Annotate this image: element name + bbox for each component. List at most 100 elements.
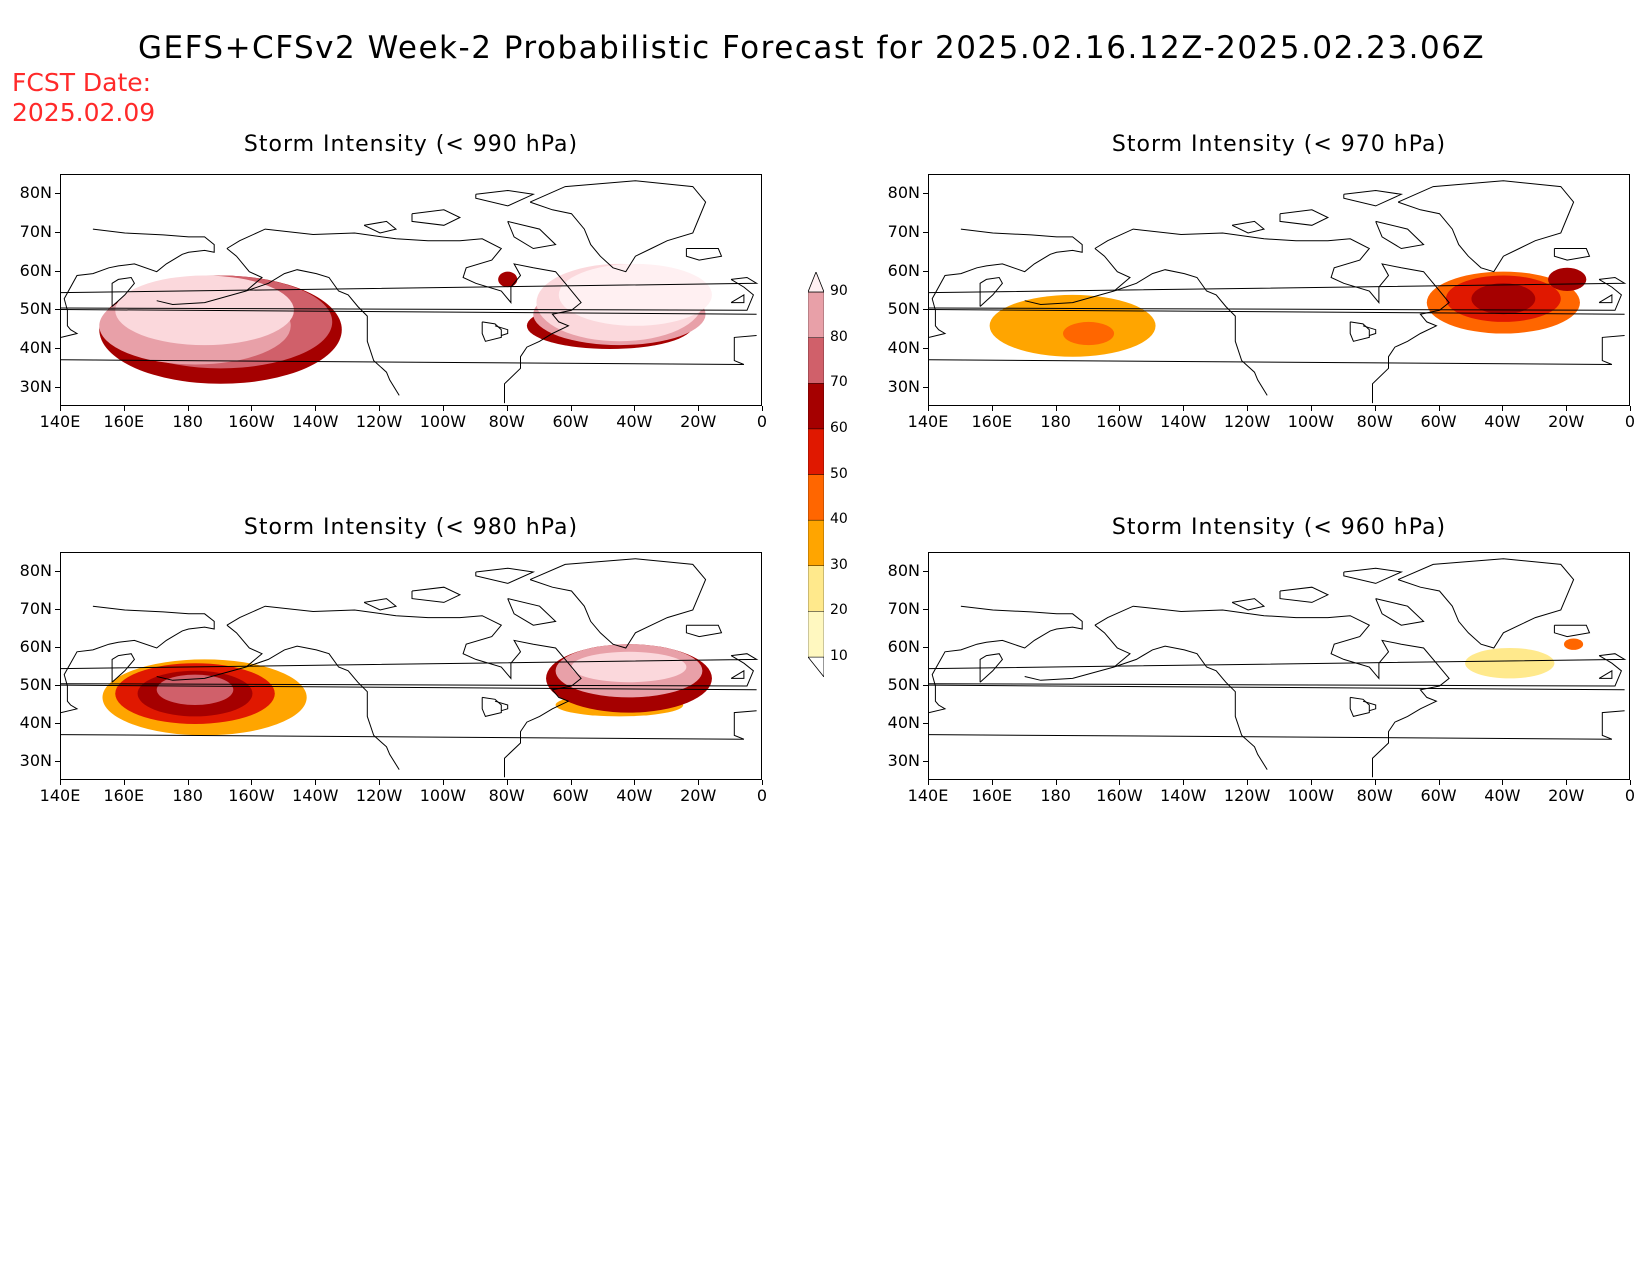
lon-tick bbox=[60, 780, 61, 785]
lon-tick bbox=[762, 780, 763, 785]
lon-tick-label: 0 bbox=[756, 412, 768, 431]
lon-tick bbox=[1566, 780, 1568, 785]
lon-tick bbox=[442, 406, 444, 411]
coastline bbox=[979, 653, 1004, 683]
lat-tick-label: 60N bbox=[19, 260, 52, 280]
lat-tick-label: 70N bbox=[887, 599, 920, 618]
lon-tick bbox=[1630, 780, 1631, 785]
lat-tick bbox=[923, 386, 928, 388]
colorbar-bin bbox=[808, 428, 824, 475]
lon-tick bbox=[379, 406, 381, 411]
colorbar-bin bbox=[808, 565, 824, 612]
lon-tick-label: 160W bbox=[1096, 786, 1143, 805]
colorbar-tick-label: 70 bbox=[830, 374, 848, 391]
coastline bbox=[156, 290, 247, 306]
lon-tick-label: 0 bbox=[1624, 412, 1636, 431]
lon-tick bbox=[1502, 780, 1504, 785]
colorbar-tick-label: 40 bbox=[830, 511, 848, 528]
map-canvas bbox=[929, 558, 1627, 778]
lon-tick-label: 80W bbox=[1356, 786, 1393, 805]
coastline bbox=[61, 653, 759, 687]
lon-tick-label: 160E bbox=[971, 412, 1013, 431]
coastline bbox=[1553, 624, 1591, 638]
lon-tick-label: 0 bbox=[1624, 786, 1636, 805]
lon-tick bbox=[506, 780, 508, 785]
lon-tick bbox=[1183, 406, 1185, 411]
colorbar-bin bbox=[808, 291, 824, 338]
lon-tick-label: 140E bbox=[39, 412, 81, 431]
lat-tick bbox=[55, 348, 60, 349]
coastline bbox=[929, 684, 1625, 691]
lon-tick-label: 100W bbox=[1287, 786, 1335, 805]
lat-tick bbox=[923, 685, 928, 686]
lat-tick-label: 50N bbox=[19, 299, 52, 319]
lat-tick-label: 30N bbox=[19, 751, 52, 770]
coastline bbox=[411, 586, 462, 603]
lat-tick bbox=[923, 348, 928, 349]
lat-tick-label: 60N bbox=[19, 637, 52, 656]
coastline bbox=[156, 666, 247, 681]
coastline bbox=[1349, 696, 1370, 717]
lon-tick-label: 140W bbox=[292, 412, 339, 431]
lon-tick-label: 160W bbox=[228, 786, 275, 805]
coastline bbox=[1375, 220, 1425, 250]
lat-tick bbox=[923, 309, 928, 311]
lon-tick bbox=[1374, 406, 1376, 411]
lon-tick-label: 40W bbox=[1484, 786, 1521, 805]
lon-tick bbox=[698, 406, 700, 411]
lon-tick-label: 160W bbox=[228, 412, 275, 431]
lon-tick bbox=[187, 780, 189, 785]
lat-tick bbox=[923, 723, 928, 724]
coastline bbox=[929, 605, 1083, 714]
coastline bbox=[226, 624, 400, 770]
lon-tick-label: 40W bbox=[616, 786, 653, 805]
lon-tick bbox=[634, 406, 636, 411]
lat-tick-label: 40N bbox=[19, 338, 52, 357]
lon-tick-label: 60W bbox=[552, 786, 589, 805]
coastline bbox=[529, 558, 707, 649]
coastline bbox=[1094, 248, 1268, 396]
coastline bbox=[411, 209, 462, 226]
lat-tick bbox=[55, 386, 60, 388]
probability-area bbox=[1063, 321, 1115, 346]
lon-tick-label: 100W bbox=[419, 412, 467, 431]
lon-tick-label: 20W bbox=[680, 412, 717, 431]
coastline bbox=[475, 189, 536, 207]
probability-area bbox=[156, 674, 234, 705]
lon-tick-label: 140W bbox=[1160, 786, 1207, 805]
lon-tick bbox=[1374, 780, 1376, 785]
lon-tick-label: 140W bbox=[1160, 412, 1207, 431]
lon-tick bbox=[1183, 780, 1185, 785]
lon-tick-label: 160W bbox=[1096, 412, 1143, 431]
coastline bbox=[226, 248, 400, 396]
lon-tick bbox=[1247, 780, 1249, 785]
coastline bbox=[730, 669, 745, 679]
lon-tick bbox=[928, 406, 929, 411]
lon-tick bbox=[1502, 406, 1504, 411]
lon-tick bbox=[1630, 406, 1631, 411]
coastline bbox=[494, 325, 509, 336]
lat-tick bbox=[923, 647, 928, 648]
coastline bbox=[226, 228, 582, 404]
lat-tick bbox=[55, 723, 60, 724]
lon-tick bbox=[1119, 406, 1121, 411]
coastline bbox=[1094, 624, 1268, 770]
colorbar-tick-label: 60 bbox=[830, 419, 848, 436]
lon-tick bbox=[123, 406, 125, 411]
panel-title: Storm Intensity (< 970 hPa) bbox=[1111, 132, 1447, 157]
colorbar bbox=[808, 272, 824, 677]
coastline bbox=[929, 276, 1627, 311]
coastline bbox=[363, 220, 398, 234]
coastline bbox=[730, 294, 745, 304]
lat-tick-label: 30N bbox=[887, 376, 920, 396]
panel-title: Storm Intensity (< 980 hPa) bbox=[243, 515, 579, 540]
lat-tick bbox=[55, 309, 60, 311]
coastline bbox=[929, 710, 1625, 740]
probability-area bbox=[1471, 283, 1536, 315]
lon-tick bbox=[506, 406, 508, 411]
lat-tick-label: 50N bbox=[887, 675, 920, 694]
coastline bbox=[507, 220, 557, 250]
lon-tick bbox=[1566, 406, 1568, 411]
lon-tick bbox=[251, 406, 253, 411]
lat-tick bbox=[55, 647, 60, 648]
